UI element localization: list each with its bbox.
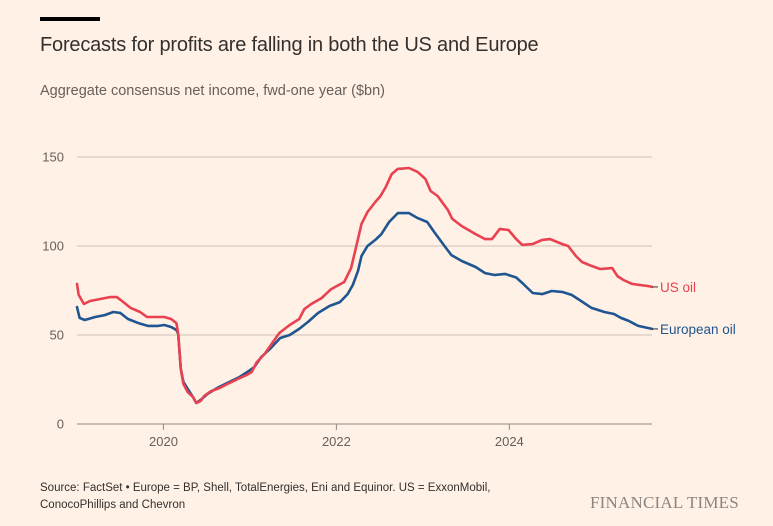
x-tick-label: 2020: [149, 434, 178, 449]
series-label-us-oil: US oil: [660, 280, 696, 295]
x-tick-label: 2024: [495, 434, 524, 449]
y-tick-label: 100: [42, 239, 64, 254]
y-tick-label: 150: [42, 150, 64, 165]
y-axis-labels: 0 50 100 150: [42, 150, 64, 432]
ft-logo: FINANCIAL TIMES: [590, 493, 739, 512]
series-label-european-oil: European oil: [660, 322, 736, 337]
gridlines: [77, 156, 652, 425]
series-line-us-oil: [75, 166, 654, 405]
x-axis: 2020 2022 2024: [149, 424, 524, 449]
y-tick-label: 50: [50, 328, 64, 343]
chart-title: Forecasts for profits are falling in bot…: [40, 34, 539, 56]
brand-accent-bar: [40, 17, 100, 21]
chart-subtitle: Aggregate consensus net income, fwd-one …: [40, 83, 385, 99]
series-labels: European oil US oil: [652, 280, 736, 337]
series-lines: [75, 166, 654, 405]
x-tick-label: 2022: [322, 434, 351, 449]
series-line-european-oil: [75, 211, 654, 405]
source-note: Source: FactSet • Europe = BP, Shell, To…: [40, 482, 491, 511]
y-tick-label: 0: [57, 417, 64, 432]
